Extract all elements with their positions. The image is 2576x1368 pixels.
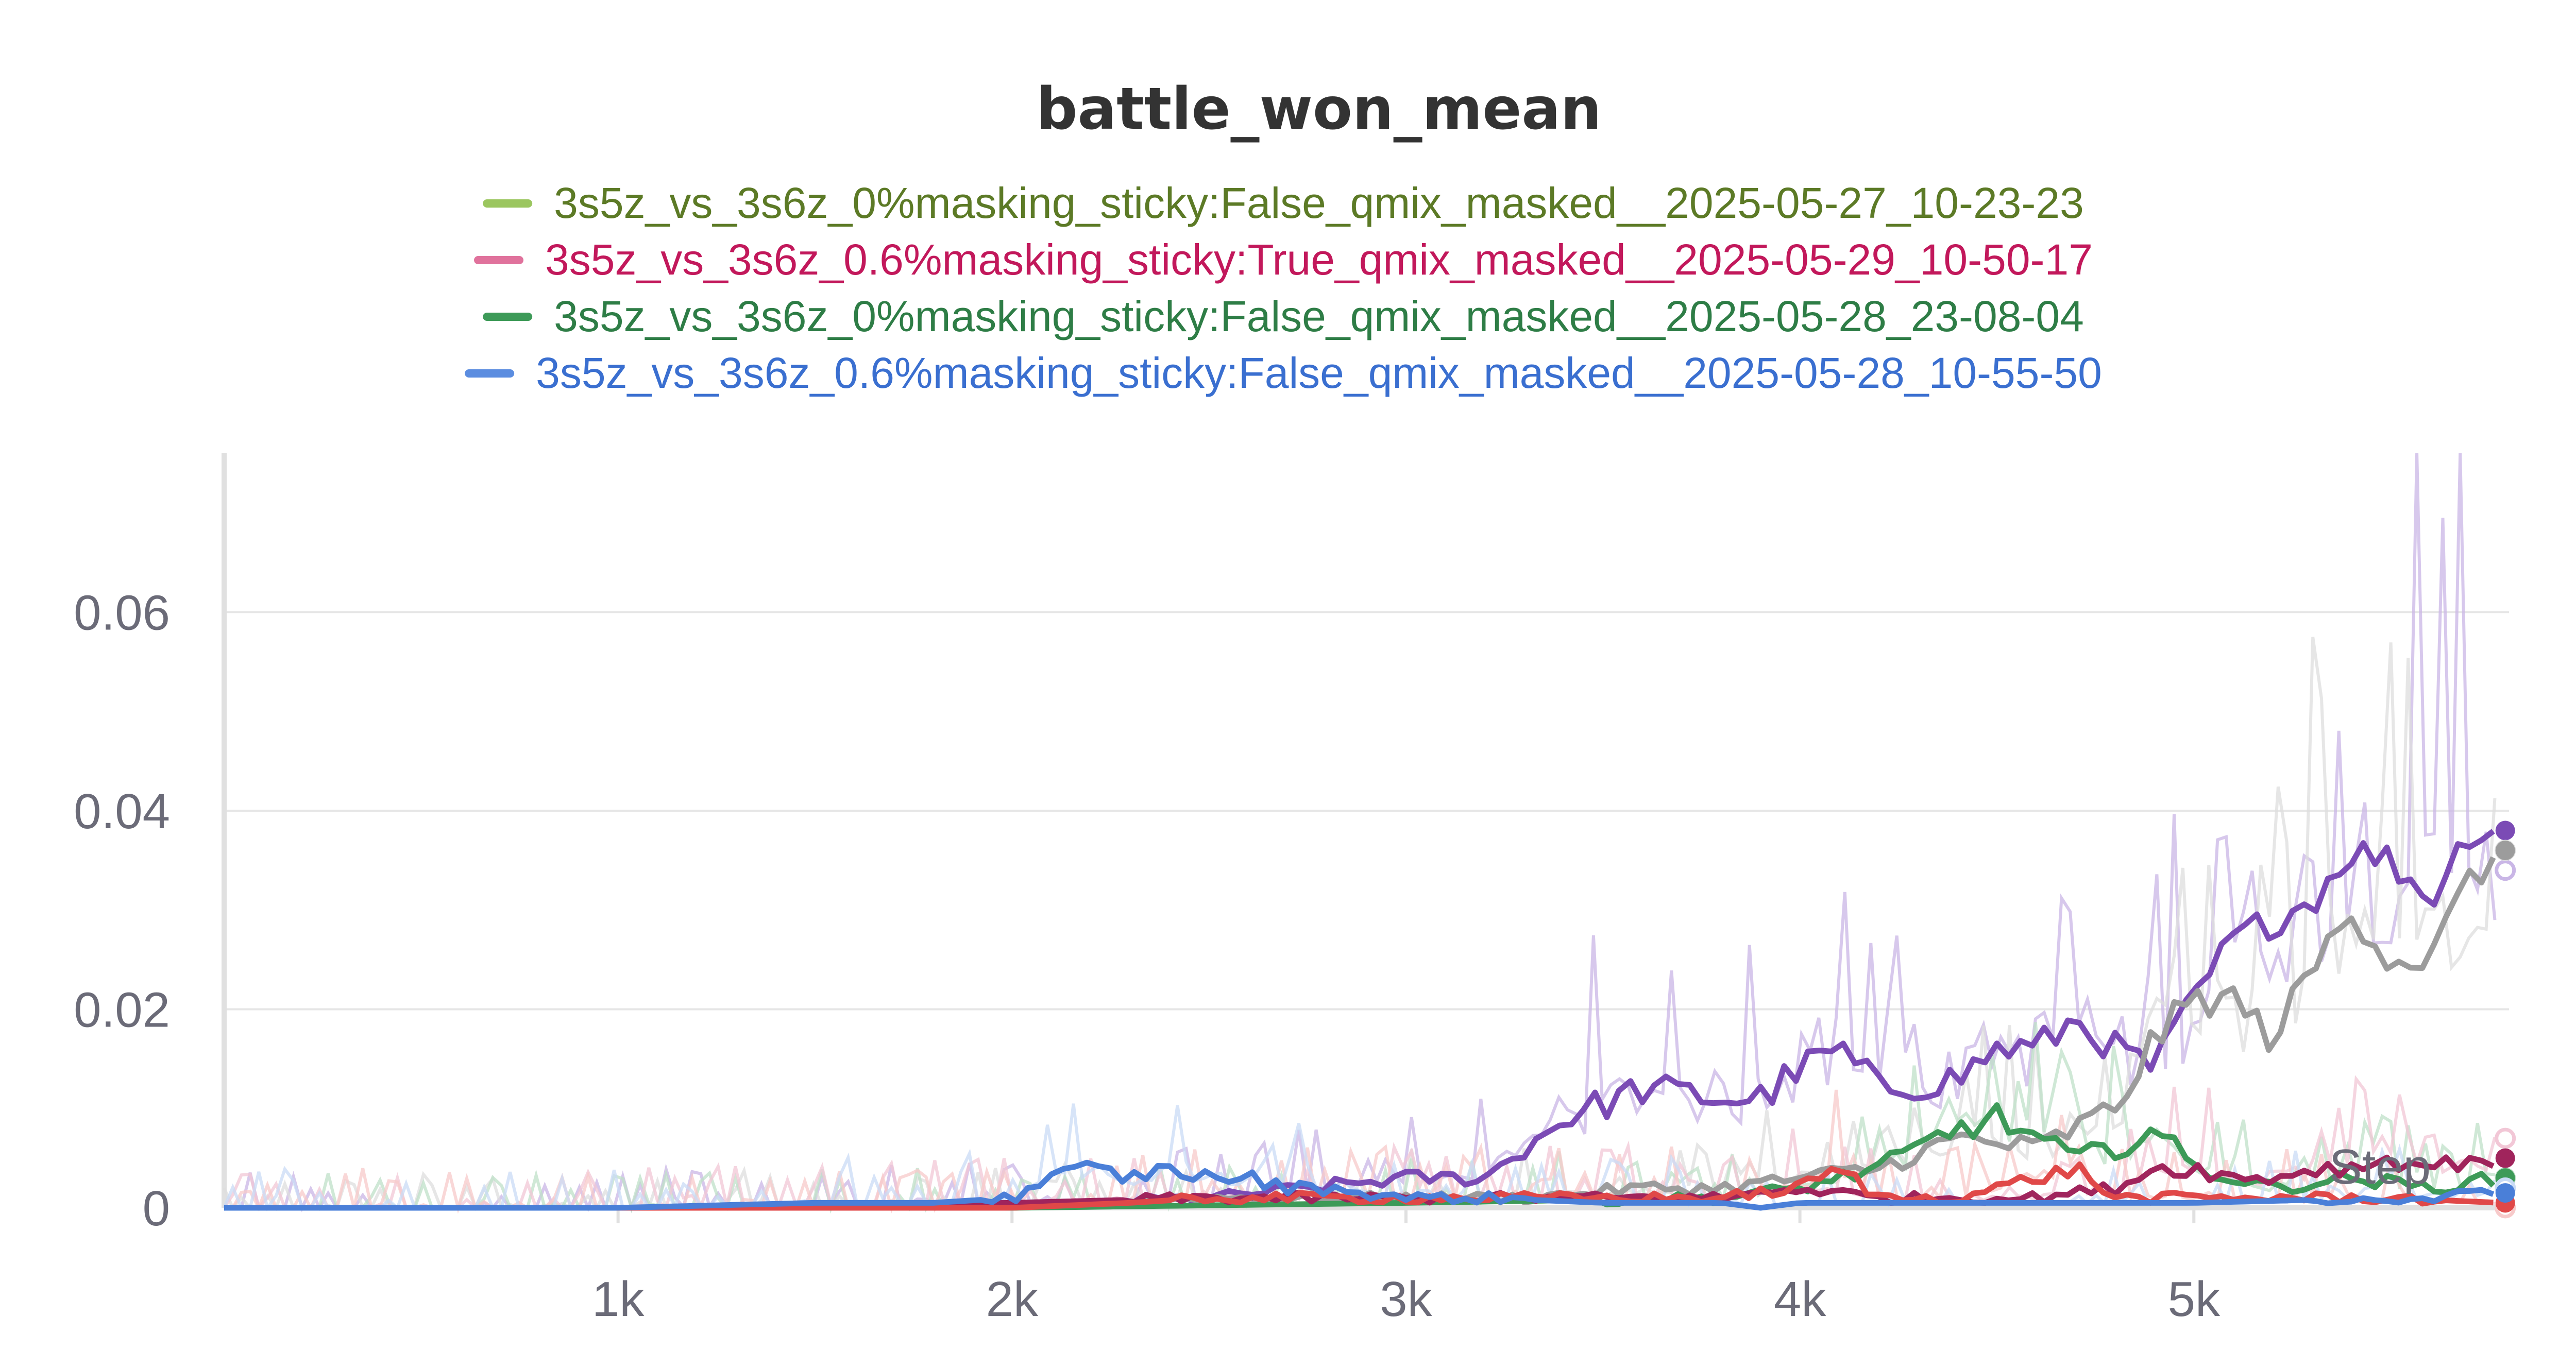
grid <box>224 611 2509 1011</box>
end-markers-layer <box>2495 820 2516 1219</box>
chart-title: battle_won_mean <box>1036 76 1601 143</box>
raw-series-layer <box>223 453 2497 1214</box>
annotation-0: Step <box>2329 1139 2431 1194</box>
series-0-raw-line <box>224 453 2497 1213</box>
series-5-end-marker <box>2495 1183 2515 1203</box>
series-3-raw-end-marker <box>2495 1127 2516 1149</box>
x-tick-label-0: 1k <box>592 1272 645 1327</box>
y-tick-label-1: 0.02 <box>74 982 170 1037</box>
legend: 3s5z_vs_3s6z_0%masking_sticky:False_qmix… <box>465 179 2102 397</box>
legend-label-0: 3s5z_vs_3s6z_0%masking_sticky:False_qmix… <box>554 179 2084 227</box>
series-0-raw-end-marker <box>2495 860 2516 881</box>
x-tick-label-1: 2k <box>986 1272 1039 1327</box>
y-tick-label-3: 0.06 <box>74 585 170 640</box>
x-tick-label-4: 5k <box>2168 1272 2221 1327</box>
y-tick-label-0: 0 <box>143 1181 170 1236</box>
legend-label-3: 3s5z_vs_3s6z_0.6%masking_sticky:False_qm… <box>536 349 2102 397</box>
series-5-line <box>224 1159 2495 1211</box>
legend-label-2: 3s5z_vs_3s6z_0%masking_sticky:False_qmix… <box>554 292 2084 340</box>
series-1-end-marker <box>2495 841 2515 861</box>
smoothed-series-layer <box>224 829 2496 1211</box>
x-axis: 1k 2k 3k 4k 5k <box>224 1205 2509 1327</box>
series-3-end-marker <box>2495 1148 2515 1168</box>
legend-label-1: 3s5z_vs_3s6z_0.6%masking_sticky:True_qmi… <box>545 235 2093 284</box>
series-0-end-marker <box>2495 820 2515 841</box>
annotations-layer: Step <box>2329 1139 2431 1194</box>
x-tick-label-2: 3k <box>1380 1272 1432 1327</box>
x-tick-label-3: 4k <box>1774 1272 1826 1327</box>
y-tick-label-2: 0.04 <box>74 784 170 839</box>
y-axis: 0 0.02 0.04 0.06 <box>74 453 227 1236</box>
